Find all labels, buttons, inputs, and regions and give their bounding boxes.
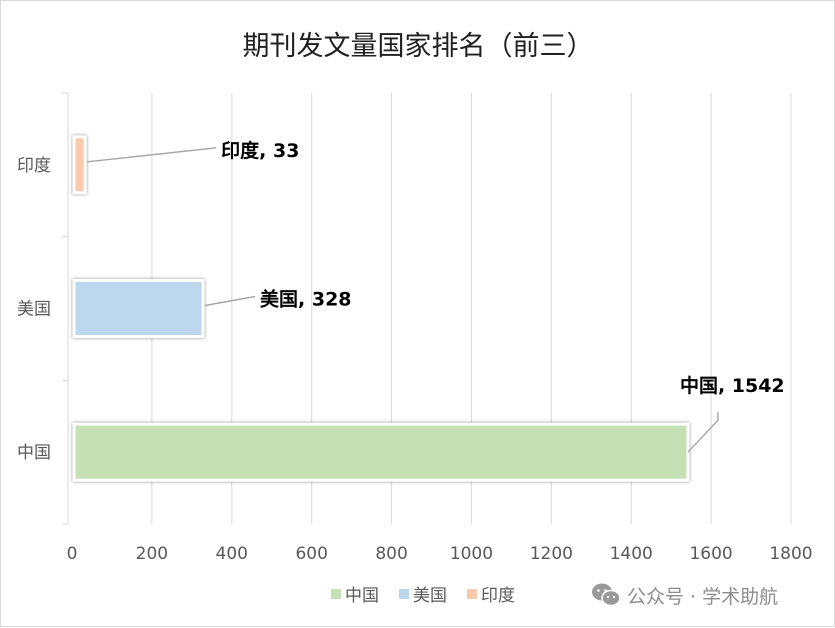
wechat-icon [592, 583, 621, 607]
bars [72, 135, 690, 482]
legend-label: 印度 [481, 586, 515, 606]
legend-swatch [399, 589, 409, 599]
watermark-text: 公众号 · 学术助航 [627, 585, 779, 608]
leader-line [687, 412, 719, 453]
data-labels: 中国 中国, 1542 美国 美国, 328 印度 印度, 33 [17, 139, 785, 463]
watermark: 公众号 · 学术助航 [591, 581, 778, 609]
category-axis [62, 92, 69, 525]
leader-line [204, 295, 256, 307]
leader-line [87, 147, 217, 163]
bar [72, 135, 87, 195]
y-category-label: 印度 [17, 156, 51, 176]
x-tick-label: 1200 [530, 544, 573, 564]
y-category-label: 美国 [17, 300, 51, 320]
grid-lines [151, 93, 792, 524]
bar [72, 278, 205, 339]
legend-label: 中国 [345, 586, 379, 606]
legend: 中国 美国 印度 [331, 586, 515, 606]
x-tick-label: 800 [375, 544, 407, 564]
x-tick-label: 1600 [689, 544, 732, 564]
legend-swatch [331, 589, 341, 599]
chart-title: 期刊发文量国家排名（前三） [243, 31, 594, 62]
x-tick-label: 1800 [769, 544, 812, 564]
data-label: 美国, 328 [260, 288, 352, 311]
legend-label: 美国 [413, 586, 447, 606]
value-axis-ticks: 0 200 400 600 800 1000 1200 1400 1600 1800 [67, 544, 813, 564]
x-tick-label: 400 [216, 544, 248, 564]
legend-swatch [467, 589, 477, 599]
bar [72, 422, 690, 482]
x-tick-label: 1000 [450, 544, 493, 564]
y-category-label: 中国 [17, 443, 51, 463]
x-tick-label: 0 [67, 544, 78, 564]
data-label: 印度, 33 [221, 139, 299, 162]
x-tick-label: 600 [295, 544, 327, 564]
data-label: 中国, 1542 [680, 374, 785, 397]
x-tick-label: 200 [136, 544, 168, 564]
x-tick-label: 1400 [610, 544, 653, 564]
